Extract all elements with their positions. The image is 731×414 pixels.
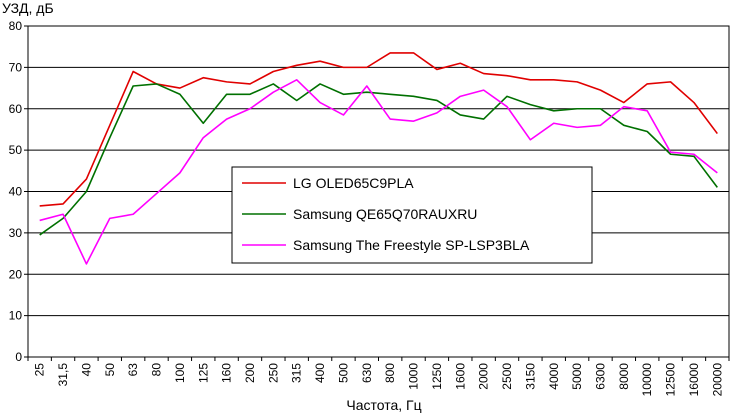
y-tick-label: 70: [9, 60, 23, 74]
series-line-3: [39, 78, 718, 265]
y-tick-labels: 0 10 20 30 40 50 60 70 80: [9, 19, 23, 364]
legend-box: [231, 166, 593, 264]
x-tick-labels: 25 31,5 40 50 63 80 100 125 160 200 250 315 400 500 63…: [33, 363, 725, 397]
x-tick-label: 1000: [407, 363, 421, 390]
y-axis-label: УЗД, дБ: [2, 0, 54, 16]
x-tick-label: 2000: [477, 363, 491, 390]
x-tick-label: 50: [103, 363, 117, 377]
x-tick-label: 12500: [664, 363, 678, 397]
x-tick-label: 125: [196, 363, 210, 383]
x-tick-label: 630: [360, 363, 374, 383]
x-tick-label: 63: [126, 363, 140, 377]
x-tick-label: 5000: [570, 363, 584, 390]
x-tick-label: 31,5: [56, 363, 70, 387]
x-tick-label: 8000: [617, 363, 631, 390]
x-tick-label: 1250: [430, 363, 444, 390]
y-tick-label: 60: [9, 102, 23, 116]
series-line-1: [39, 52, 718, 207]
x-tick-label: 20000: [710, 363, 724, 397]
x-tick-label: 4000: [547, 363, 561, 390]
x-tick-label: 160: [220, 363, 234, 383]
x-tick-label: 3150: [523, 363, 537, 390]
x-tick-label: 315: [290, 363, 304, 383]
x-tick-label: 25: [33, 363, 47, 377]
x-tick-label: 400: [313, 363, 327, 383]
y-tick-label: 50: [9, 143, 23, 157]
series-lines: [39, 52, 718, 265]
y-tick-label: 0: [15, 350, 22, 364]
x-tick-label: 40: [79, 363, 93, 377]
gridlines: [24, 25, 730, 361]
y-tick-label: 10: [9, 309, 23, 323]
x-tick-label: 500: [336, 363, 350, 383]
x-tick-label: 16000: [687, 363, 701, 397]
y-tick-label: 30: [9, 226, 23, 240]
legend-entry-3: Samsung The Freestyle SP-LSP3BLA: [293, 237, 530, 253]
x-tick-label: 6300: [593, 363, 607, 390]
x-axis-label: Частота, Гц: [346, 397, 421, 413]
x-tick-label: 800: [383, 363, 397, 383]
legend: LG OLED65C9PLA Samsung QE65Q70RAUXRU Samsu…: [231, 166, 593, 264]
y-tick-label: 20: [9, 267, 23, 281]
x-tick-label: 80: [150, 363, 164, 377]
x-tick-label: 250: [266, 363, 280, 383]
legend-entry-2: Samsung QE65Q70RAUXRU: [293, 206, 477, 222]
legend-entry-1: LG OLED65C9PLA: [293, 175, 414, 191]
series-line-2: [39, 83, 718, 236]
x-tick-label: 200: [243, 363, 257, 383]
x-tick-label: 10000: [640, 363, 654, 397]
y-tick-label: 40: [9, 185, 23, 199]
x-tick-label: 1600: [453, 363, 467, 390]
x-tick-label: 2500: [500, 363, 514, 390]
x-tick-label: 100: [173, 363, 187, 383]
y-tick-label: 80: [9, 19, 23, 33]
